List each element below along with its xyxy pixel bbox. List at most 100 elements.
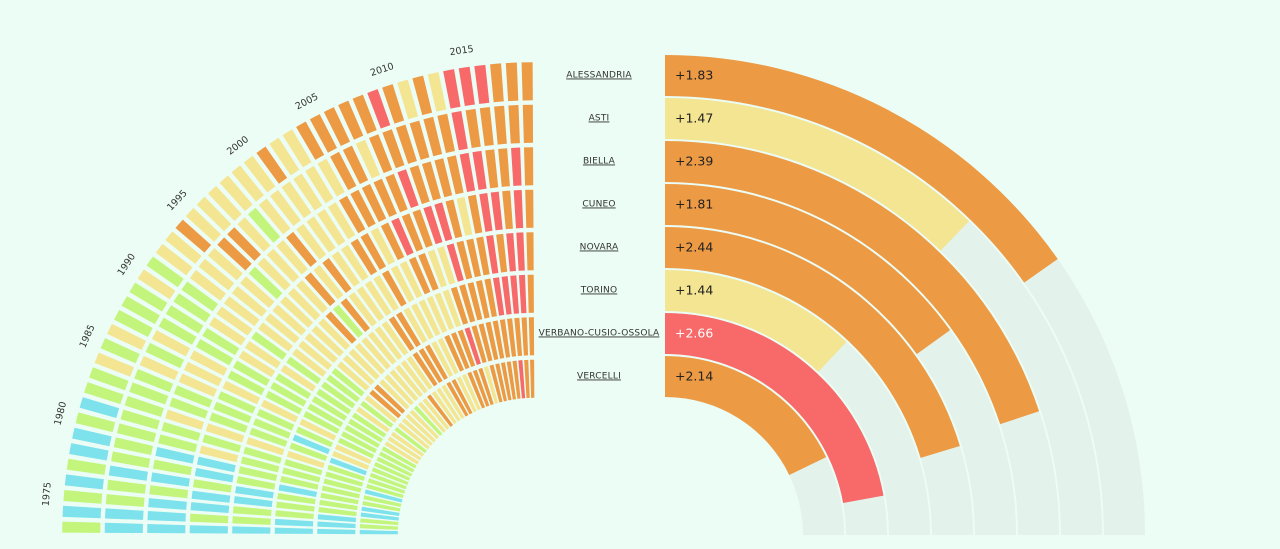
year-label: 1975 [41, 482, 54, 507]
heatmap-cell [194, 467, 234, 483]
province-label[interactable]: CUNEO [582, 200, 615, 210]
heatmap-cell [342, 145, 369, 185]
heatmap-cell [209, 317, 246, 346]
heatmap-cell [319, 499, 358, 511]
heatmap-cell [371, 467, 409, 486]
heatmap-cell [352, 412, 387, 438]
heatmap-cell [367, 331, 397, 365]
province-bar[interactable] [665, 97, 970, 251]
heatmap-cell [217, 237, 252, 271]
heatmap-cell [260, 399, 299, 423]
heatmap-cell [296, 280, 328, 314]
province-label[interactable]: ASTI [589, 114, 610, 124]
heatmap-cell [105, 494, 145, 507]
radial-heatmap [62, 62, 535, 535]
heatmap-cell [104, 522, 143, 534]
heatmap-cell [350, 189, 376, 228]
heatmap-cell [227, 370, 265, 396]
heatmap-cell [396, 311, 421, 348]
heatmap-cell [282, 467, 321, 483]
heatmap-cell [397, 422, 430, 450]
heatmap-cell [266, 248, 300, 283]
heatmap-cell [511, 147, 522, 186]
heatmap-cell [475, 280, 490, 319]
heatmap-cell [289, 442, 328, 462]
heatmap-cell [387, 436, 422, 461]
heatmap-cell [381, 270, 407, 307]
heatmap-cell [374, 384, 406, 414]
heatmap-cell [165, 409, 205, 430]
province-label[interactable]: VERBANO-CUSIO-OSSOLA [539, 329, 660, 339]
province-label[interactable]: TORINO [580, 286, 618, 296]
heatmap-cell [161, 421, 201, 441]
heatmap-cell [184, 361, 223, 387]
province-bar[interactable] [665, 141, 1040, 425]
heatmap-cell [311, 396, 348, 421]
heatmap-cell [456, 376, 477, 413]
province-label[interactable]: ALESSANDRIA [566, 71, 632, 81]
province-bar[interactable] [665, 226, 960, 458]
heatmap-cell [178, 373, 218, 397]
heatmap-cell [523, 147, 534, 186]
heatmap-cell [202, 327, 240, 356]
heatmap-cell [257, 257, 291, 291]
province-bar[interactable] [665, 184, 951, 355]
heatmap-cell [205, 423, 245, 443]
heatmap-cell [476, 236, 490, 276]
heatmap-cell [360, 512, 399, 521]
heatmap-cell [175, 219, 212, 253]
heatmap-cell [292, 434, 330, 455]
province-bar[interactable] [665, 356, 827, 475]
heatmap-cell [391, 217, 414, 256]
heatmap-cell [527, 274, 534, 313]
province-bar[interactable] [665, 270, 847, 372]
heatmap-cell [409, 165, 430, 205]
heatmap-cell [189, 270, 226, 301]
heatmap-cell [462, 373, 481, 411]
heatmap-cell [341, 431, 377, 454]
heatmap-cell [79, 397, 120, 419]
heatmap-cell [265, 313, 300, 344]
heatmap-cell [256, 146, 288, 184]
heatmap-cell [524, 359, 530, 399]
province-bar[interactable] [665, 55, 1058, 283]
heatmap-cell [63, 490, 103, 504]
heatmap-cell [108, 465, 148, 481]
heatmap-cell [277, 492, 316, 505]
heatmap-cell [457, 329, 476, 367]
heatmap-cell [424, 344, 448, 380]
heatmap-cell [361, 506, 400, 517]
heatmap-cell [390, 265, 415, 303]
heatmap-cell [364, 395, 398, 423]
heatmap-cell [236, 476, 276, 490]
value-label: +1.47 [675, 111, 713, 126]
province-label[interactable]: BIELLA [583, 157, 616, 167]
province-label[interactable]: VERCELLI [577, 372, 621, 382]
heatmap-cell [223, 296, 260, 327]
heatmap-cell [199, 445, 239, 463]
province-label[interactable]: NOVARA [580, 243, 619, 253]
heatmap-cell [369, 389, 402, 419]
heatmap-cell [456, 240, 473, 280]
heatmap-cell [147, 511, 186, 522]
heatmap-cell [367, 89, 391, 129]
heatmap-cell [222, 380, 261, 405]
heatmap-cell [496, 233, 508, 273]
heatmap-cell [373, 462, 411, 481]
heatmap-cell [492, 320, 505, 359]
heatmap-cell [431, 341, 454, 377]
heatmap-cell [64, 474, 104, 490]
heatmap-cell [217, 391, 256, 414]
heatmap-cell [514, 317, 523, 357]
heatmap-cell [356, 406, 390, 433]
heatmap-cell [121, 296, 160, 325]
heatmap-cell [467, 282, 483, 321]
heatmap-cell [235, 486, 274, 499]
province-bar[interactable] [665, 313, 884, 503]
value-label: +2.44 [675, 240, 713, 255]
heatmap-cell [155, 243, 193, 276]
heatmap-cell [323, 107, 351, 147]
heatmap-cell [426, 295, 448, 333]
heatmap-cell [275, 373, 312, 399]
heatmap-cell [427, 394, 454, 427]
